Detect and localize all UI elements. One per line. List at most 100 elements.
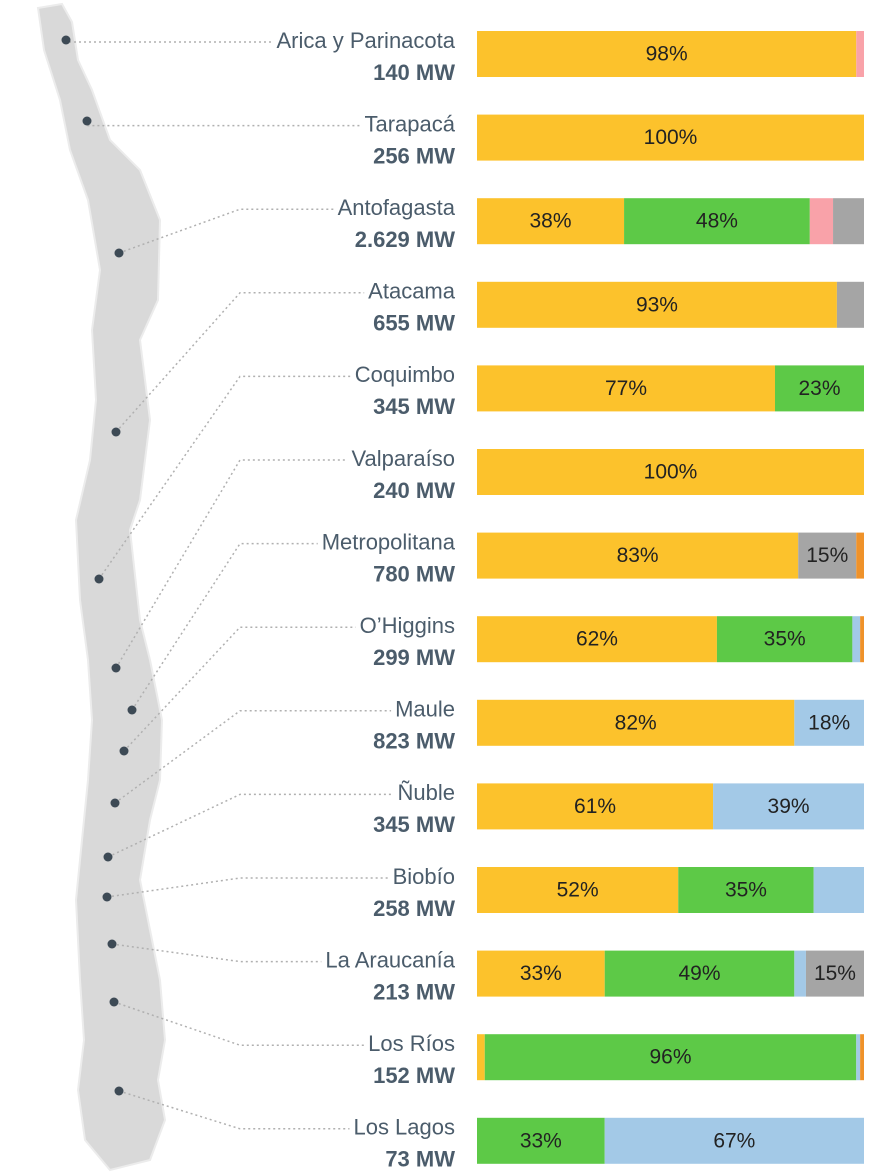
bar-segment <box>604 1117 864 1164</box>
leader-line <box>118 208 334 254</box>
bar-segment <box>774 365 864 412</box>
region-dot <box>127 705 137 715</box>
segment-label: 67% <box>713 1129 755 1152</box>
leader-line <box>118 1090 350 1130</box>
bar-segment <box>805 950 864 997</box>
segment-label: 83% <box>617 544 659 567</box>
bar-segment <box>860 616 864 663</box>
region-capacity: 780 MW <box>373 561 455 586</box>
leader-line <box>131 542 318 711</box>
leader-line <box>115 292 365 433</box>
segment-label: 49% <box>679 962 721 985</box>
region-name: Atacama <box>368 279 456 304</box>
bar-segment <box>477 783 714 830</box>
bar-segment <box>477 31 857 77</box>
region-capacity: 73 MW <box>385 1147 455 1172</box>
bar-segment <box>794 950 806 997</box>
bar-segment <box>798 532 857 579</box>
region-name: Arica y Parinacota <box>276 28 455 53</box>
region-name: Valparaíso <box>351 446 455 471</box>
segment-label: 15% <box>814 962 856 985</box>
bar-segment <box>477 532 799 579</box>
region-name: Maule <box>395 697 455 722</box>
leader-line <box>107 793 394 858</box>
bar-segment <box>860 1034 864 1081</box>
region-capacity: 345 MW <box>373 394 455 419</box>
region-name: Ñuble <box>398 780 455 805</box>
bar-segment <box>836 281 864 328</box>
region-dot <box>114 1086 124 1096</box>
bar-segment <box>794 699 864 746</box>
bar-segment <box>477 449 864 495</box>
segment-label: 39% <box>768 795 810 818</box>
region-dot <box>94 574 104 584</box>
bar-segment <box>856 1034 861 1081</box>
segment-label: 15% <box>806 544 848 567</box>
region-dot <box>114 248 124 258</box>
bar-segment <box>713 783 864 830</box>
bar-segment <box>833 198 864 245</box>
region-dot <box>107 939 117 949</box>
bar-segment <box>813 867 864 913</box>
region-capacity: 823 MW <box>373 729 455 754</box>
region-name: Metropolitana <box>322 529 456 554</box>
region-capacity: 655 MW <box>373 311 455 336</box>
region-capacity: 240 MW <box>373 478 455 503</box>
region-capacity: 299 MW <box>373 645 455 670</box>
leader-line <box>65 40 273 43</box>
segment-label: 23% <box>798 377 840 400</box>
map-silhouette <box>36 2 167 1172</box>
bar-segment <box>477 114 864 161</box>
region-capacity: 213 MW <box>373 979 455 1004</box>
region-name: Los Lagos <box>353 1115 455 1140</box>
segment-label: 35% <box>725 879 767 902</box>
leader-line <box>123 626 356 752</box>
bar-segment <box>477 699 795 746</box>
bar-segment <box>716 616 853 663</box>
bar-segment <box>477 198 625 245</box>
segment-label: 33% <box>520 962 562 985</box>
region-capacity: 256 MW <box>373 143 455 168</box>
region-name: La Araucanía <box>325 947 455 972</box>
bar-segment <box>477 365 775 412</box>
segment-label: 35% <box>764 628 806 651</box>
bar-segment <box>809 198 834 245</box>
segment-label: 62% <box>576 628 618 651</box>
bar-segment <box>477 950 605 997</box>
bar-segment <box>852 616 861 663</box>
leader-line <box>115 459 348 669</box>
leader-line <box>98 375 351 580</box>
region-dot <box>110 798 120 808</box>
region-dot <box>61 35 71 45</box>
bar-segment <box>856 31 864 77</box>
segment-label: 52% <box>557 879 599 902</box>
bar-segment <box>624 198 810 245</box>
leader-line <box>106 877 389 898</box>
region-dot <box>102 892 112 902</box>
segment-label: 93% <box>636 293 678 316</box>
segment-label: 38% <box>530 210 572 233</box>
bar-segment <box>477 1034 485 1081</box>
segment-label: 100% <box>644 461 698 484</box>
segment-label: 96% <box>649 1046 691 1069</box>
region-dot <box>119 746 129 756</box>
region-name: Coquimbo <box>355 362 455 387</box>
segment-label: 33% <box>520 1129 562 1152</box>
region-dot <box>111 427 121 437</box>
region-dot <box>111 663 121 673</box>
bar-segment <box>856 532 864 579</box>
bar-segment <box>484 1034 857 1081</box>
bar-segment <box>477 867 679 913</box>
region-capacity: 2.629 MW <box>355 227 455 252</box>
segment-label: 100% <box>644 126 698 149</box>
segment-label: 82% <box>615 711 657 734</box>
region-name: Antofagasta <box>338 195 456 220</box>
region-name: Tarapacá <box>364 111 455 136</box>
region-capacity: 345 MW <box>373 812 455 837</box>
bar-segment <box>477 1117 605 1164</box>
segment-label: 77% <box>605 377 647 400</box>
region-capacity: 258 MW <box>373 896 455 921</box>
leader-line <box>113 1001 365 1046</box>
region-dot <box>82 116 92 126</box>
